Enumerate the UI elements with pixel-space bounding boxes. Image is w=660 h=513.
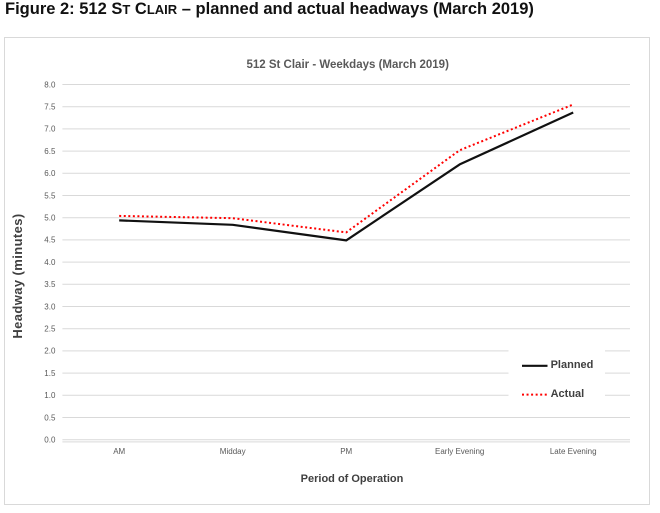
svg-text:4.5: 4.5 <box>44 236 56 245</box>
svg-text:8.0: 8.0 <box>44 80 56 89</box>
svg-text:6.5: 6.5 <box>44 147 56 156</box>
svg-text:5.0: 5.0 <box>44 214 56 223</box>
svg-text:0.0: 0.0 <box>44 436 56 445</box>
svg-text:6.0: 6.0 <box>44 169 56 178</box>
svg-text:Planned: Planned <box>551 359 594 371</box>
svg-text:Headway (minutes): Headway (minutes) <box>10 213 25 338</box>
svg-text:512 St Clair - Weekdays (March: 512 St Clair - Weekdays (March 2019) <box>246 59 449 71</box>
svg-text:2.5: 2.5 <box>44 325 56 334</box>
svg-text:Early Evening: Early Evening <box>435 447 484 456</box>
svg-text:Late Evening: Late Evening <box>550 447 597 456</box>
svg-text:7.5: 7.5 <box>44 103 56 112</box>
svg-text:1.0: 1.0 <box>44 391 56 400</box>
svg-text:7.0: 7.0 <box>44 125 56 134</box>
svg-text:PM: PM <box>340 447 352 456</box>
svg-text:1.5: 1.5 <box>44 369 56 378</box>
svg-text:5.5: 5.5 <box>44 191 56 200</box>
svg-text:AM: AM <box>113 447 125 456</box>
svg-text:0.5: 0.5 <box>44 413 56 422</box>
svg-text:Actual: Actual <box>551 388 585 400</box>
svg-text:4.0: 4.0 <box>44 258 56 267</box>
svg-text:Midday: Midday <box>220 447 246 456</box>
svg-text:3.0: 3.0 <box>44 302 56 311</box>
svg-text:3.5: 3.5 <box>44 280 56 289</box>
svg-text:Period of Operation: Period of Operation <box>301 473 404 485</box>
svg-text:2.0: 2.0 <box>44 347 56 356</box>
